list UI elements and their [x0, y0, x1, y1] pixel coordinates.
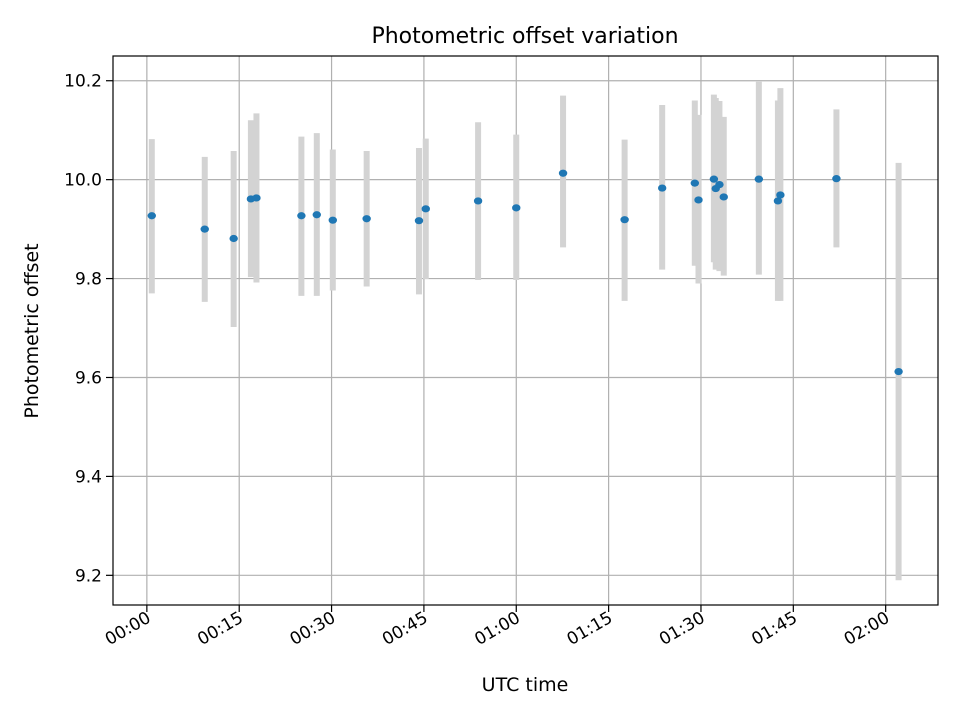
y-axis-ticks: 9.2 9.4 9.6 9.8 10.0 10.2	[64, 72, 113, 586]
x-axis-label: UTC time	[482, 674, 569, 696]
data-point	[754, 175, 764, 183]
data-point	[200, 225, 209, 233]
axes-frame	[112, 55, 939, 606]
data-point	[719, 193, 728, 201]
data-point	[147, 212, 156, 220]
grid	[113, 56, 938, 605]
y-tick-label: 10.0	[64, 171, 102, 191]
data-point	[832, 175, 841, 183]
data-point	[694, 196, 703, 204]
data-point	[297, 212, 306, 220]
data-point	[473, 197, 483, 205]
data-point	[690, 179, 700, 187]
data-point	[773, 197, 783, 205]
y-tick-label: 9.2	[75, 566, 102, 586]
data-point	[776, 191, 785, 199]
data-point	[328, 216, 337, 224]
data-point	[894, 367, 903, 376]
data-point	[558, 169, 568, 177]
data-point	[715, 180, 724, 189]
y-tick-label: 9.6	[75, 368, 102, 388]
data-point	[414, 217, 424, 225]
data-point	[252, 194, 261, 202]
chart-title: Photometric offset variation	[371, 24, 678, 49]
data-point	[421, 205, 430, 213]
data-point	[657, 184, 667, 192]
plot-area	[113, 56, 938, 605]
data-point	[362, 215, 371, 223]
y-tick-label: 9.4	[75, 467, 102, 487]
data-points	[147, 169, 903, 376]
y-axis-label: Photometric offset	[21, 243, 43, 418]
data-point	[709, 175, 719, 183]
data-point	[512, 204, 521, 212]
data-point	[229, 234, 238, 243]
y-tick-label: 9.8	[75, 270, 102, 290]
data-point	[620, 216, 629, 224]
y-tick-label: 10.2	[64, 72, 102, 92]
data-point	[312, 211, 321, 219]
